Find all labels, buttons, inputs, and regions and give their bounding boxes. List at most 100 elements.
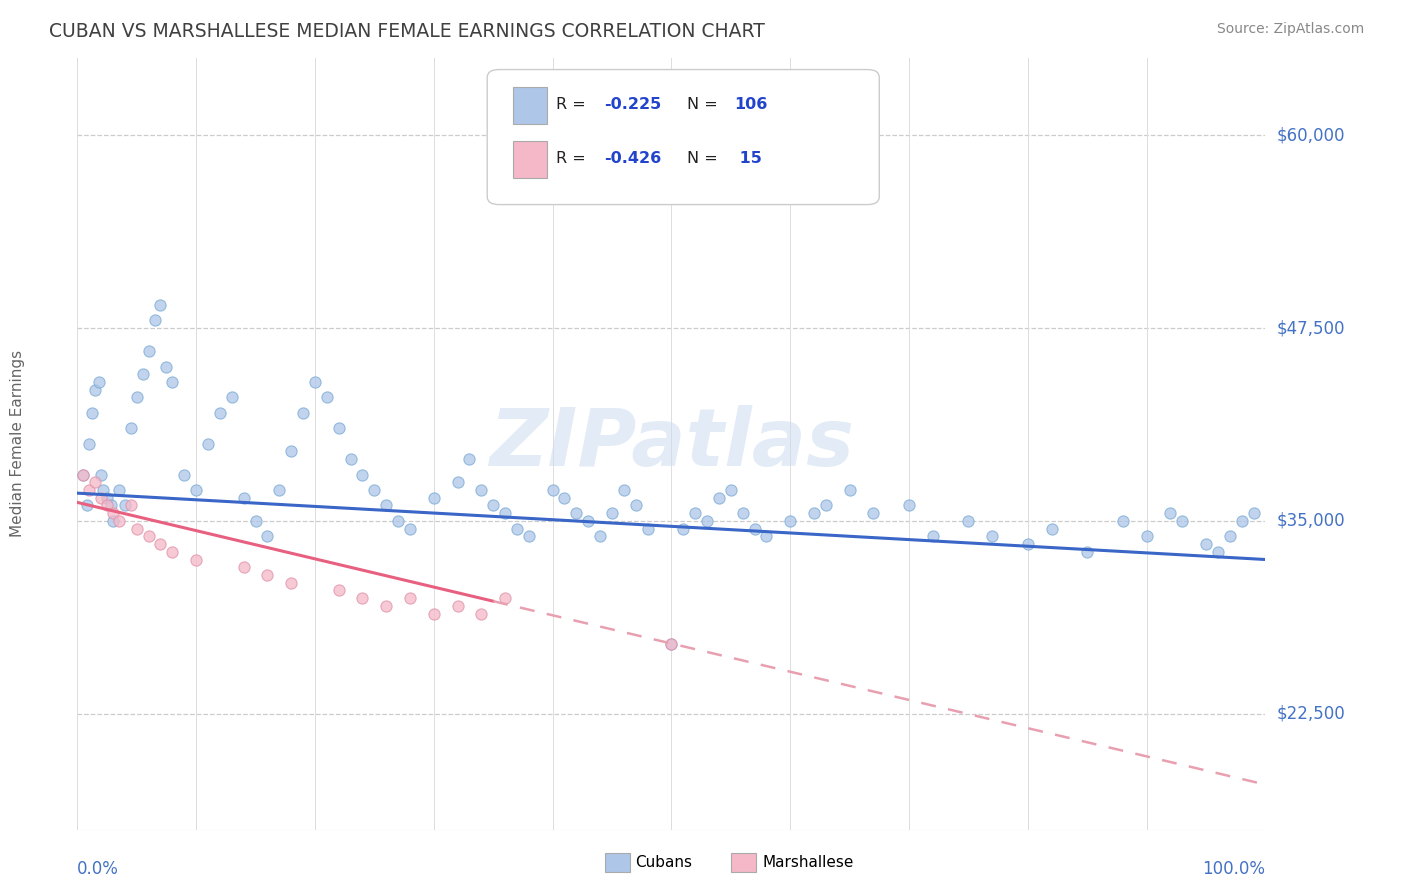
Text: CUBAN VS MARSHALLESE MEDIAN FEMALE EARNINGS CORRELATION CHART: CUBAN VS MARSHALLESE MEDIAN FEMALE EARNI…	[49, 22, 765, 41]
Point	[186, 552, 208, 566]
Point	[458, 452, 481, 467]
Point	[76, 499, 98, 513]
Point	[957, 514, 980, 528]
Point	[661, 637, 683, 651]
Text: 106: 106	[734, 96, 768, 112]
Point	[399, 591, 422, 605]
Point	[245, 514, 267, 528]
Point	[84, 475, 107, 490]
Point	[1159, 506, 1181, 520]
Point	[93, 483, 115, 497]
Point	[1230, 514, 1253, 528]
Text: $22,500: $22,500	[1277, 705, 1346, 723]
Text: $60,000: $60,000	[1277, 126, 1346, 145]
Point	[352, 591, 374, 605]
Point	[186, 483, 208, 497]
Point	[280, 444, 302, 458]
Point	[387, 514, 409, 528]
Point	[1243, 506, 1265, 520]
Point	[1195, 537, 1218, 551]
Point	[96, 499, 118, 513]
Text: 15: 15	[734, 151, 762, 166]
Point	[155, 359, 177, 374]
Point	[814, 499, 837, 513]
Point	[921, 529, 943, 543]
Point	[352, 467, 374, 482]
Point	[131, 368, 153, 382]
Text: Marshallese: Marshallese	[762, 855, 853, 870]
Point	[624, 499, 647, 513]
Point	[1017, 537, 1039, 551]
Text: R =: R =	[557, 151, 591, 166]
Text: Cubans: Cubans	[636, 855, 693, 870]
Point	[399, 522, 422, 536]
Point	[363, 483, 385, 497]
Point	[1206, 545, 1229, 559]
Text: Source: ZipAtlas.com: Source: ZipAtlas.com	[1216, 22, 1364, 37]
Point	[506, 522, 529, 536]
Point	[375, 599, 398, 613]
Point	[375, 499, 398, 513]
Point	[553, 491, 575, 505]
Text: R =: R =	[557, 96, 591, 112]
Text: $35,000: $35,000	[1277, 512, 1346, 530]
Text: 0.0%: 0.0%	[77, 860, 120, 878]
Point	[108, 514, 131, 528]
Text: -0.426: -0.426	[603, 151, 661, 166]
Point	[149, 298, 172, 312]
Point	[221, 391, 243, 405]
Point	[482, 499, 505, 513]
Point	[138, 529, 160, 543]
Point	[101, 514, 124, 528]
Point	[672, 522, 695, 536]
Point	[1171, 514, 1194, 528]
Point	[292, 406, 315, 420]
Point	[90, 491, 112, 505]
Point	[269, 483, 291, 497]
Point	[637, 522, 659, 536]
Point	[114, 499, 136, 513]
Point	[256, 529, 278, 543]
FancyBboxPatch shape	[488, 70, 879, 204]
Point	[470, 607, 492, 621]
Point	[1136, 529, 1159, 543]
Text: ZIPatlas: ZIPatlas	[489, 405, 853, 483]
Point	[565, 506, 588, 520]
Bar	[513, 141, 547, 178]
Point	[208, 406, 231, 420]
Text: $47,500: $47,500	[1277, 319, 1346, 337]
Point	[149, 537, 172, 551]
Point	[1040, 522, 1063, 536]
Point	[696, 514, 718, 528]
Point	[720, 483, 742, 497]
Point	[232, 560, 254, 574]
Point	[72, 467, 94, 482]
Bar	[513, 87, 547, 124]
Point	[108, 483, 131, 497]
Point	[143, 313, 166, 327]
Point	[600, 506, 623, 520]
Point	[173, 467, 195, 482]
Point	[120, 499, 142, 513]
Point	[494, 591, 516, 605]
Point	[328, 583, 350, 598]
Text: Median Female Earnings: Median Female Earnings	[10, 351, 24, 537]
Text: 100.0%: 100.0%	[1202, 860, 1265, 878]
Point	[707, 491, 730, 505]
Point	[755, 529, 778, 543]
Point	[125, 391, 148, 405]
Point	[101, 506, 124, 520]
Point	[838, 483, 860, 497]
Point	[256, 568, 278, 582]
Point	[90, 467, 112, 482]
Point	[613, 483, 636, 497]
Point	[446, 599, 468, 613]
Point	[339, 452, 361, 467]
Point	[779, 514, 801, 528]
Point	[1219, 529, 1241, 543]
Text: -0.225: -0.225	[603, 96, 661, 112]
Point	[423, 491, 446, 505]
Point	[80, 406, 103, 420]
Point	[100, 499, 122, 513]
Point	[232, 491, 254, 505]
